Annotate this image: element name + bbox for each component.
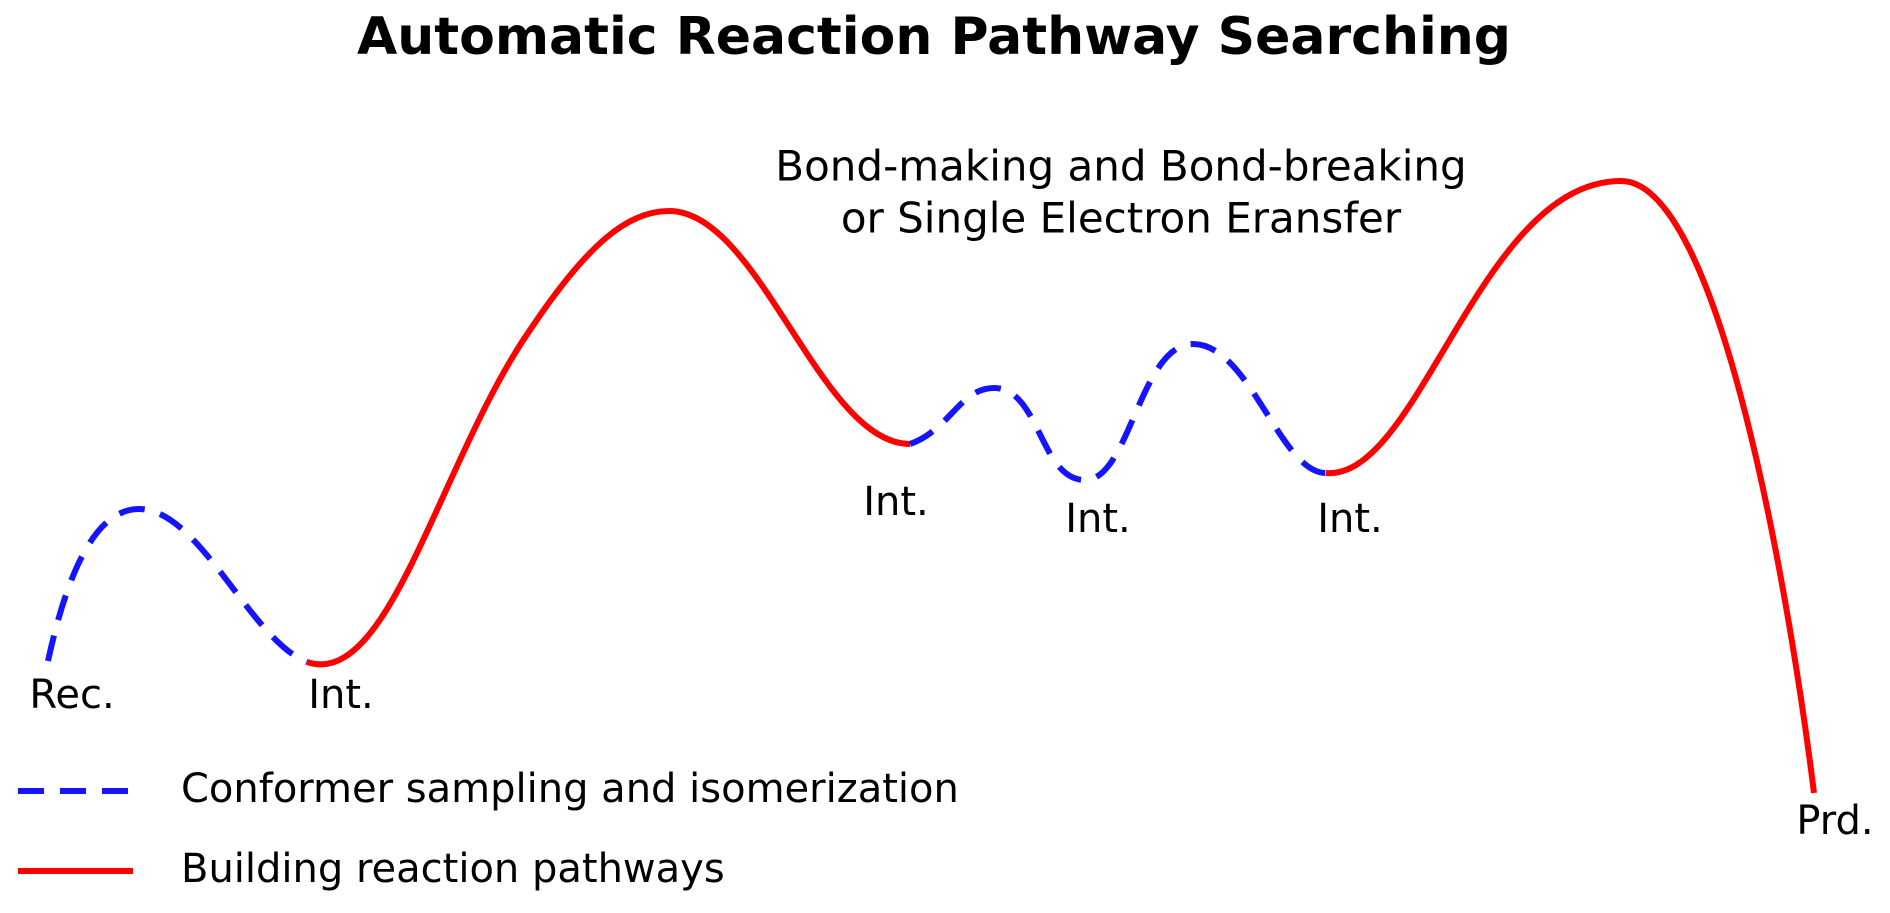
reaction-path [1325,177,1817,794]
annotation: Bond-making and Bond-breaking [775,142,1466,191]
reaction-path [306,207,911,668]
state-label: Int. [863,479,929,525]
state-label: Int. [308,672,374,718]
state-label: Int. [1317,496,1383,542]
state-label: Rec. [29,672,114,718]
legend-label: Conformer sampling and isomerization [181,766,959,812]
legend-label: Building reaction pathways [181,846,725,892]
title: Automatic Reaction Pathway Searching [357,7,1511,67]
state-label: Prd. [1796,798,1873,844]
conformer-path [45,505,309,665]
annotation: or Single Electron Eransfer [841,194,1402,243]
state-label: Int. [1065,496,1131,542]
conformer-path [908,340,1327,484]
